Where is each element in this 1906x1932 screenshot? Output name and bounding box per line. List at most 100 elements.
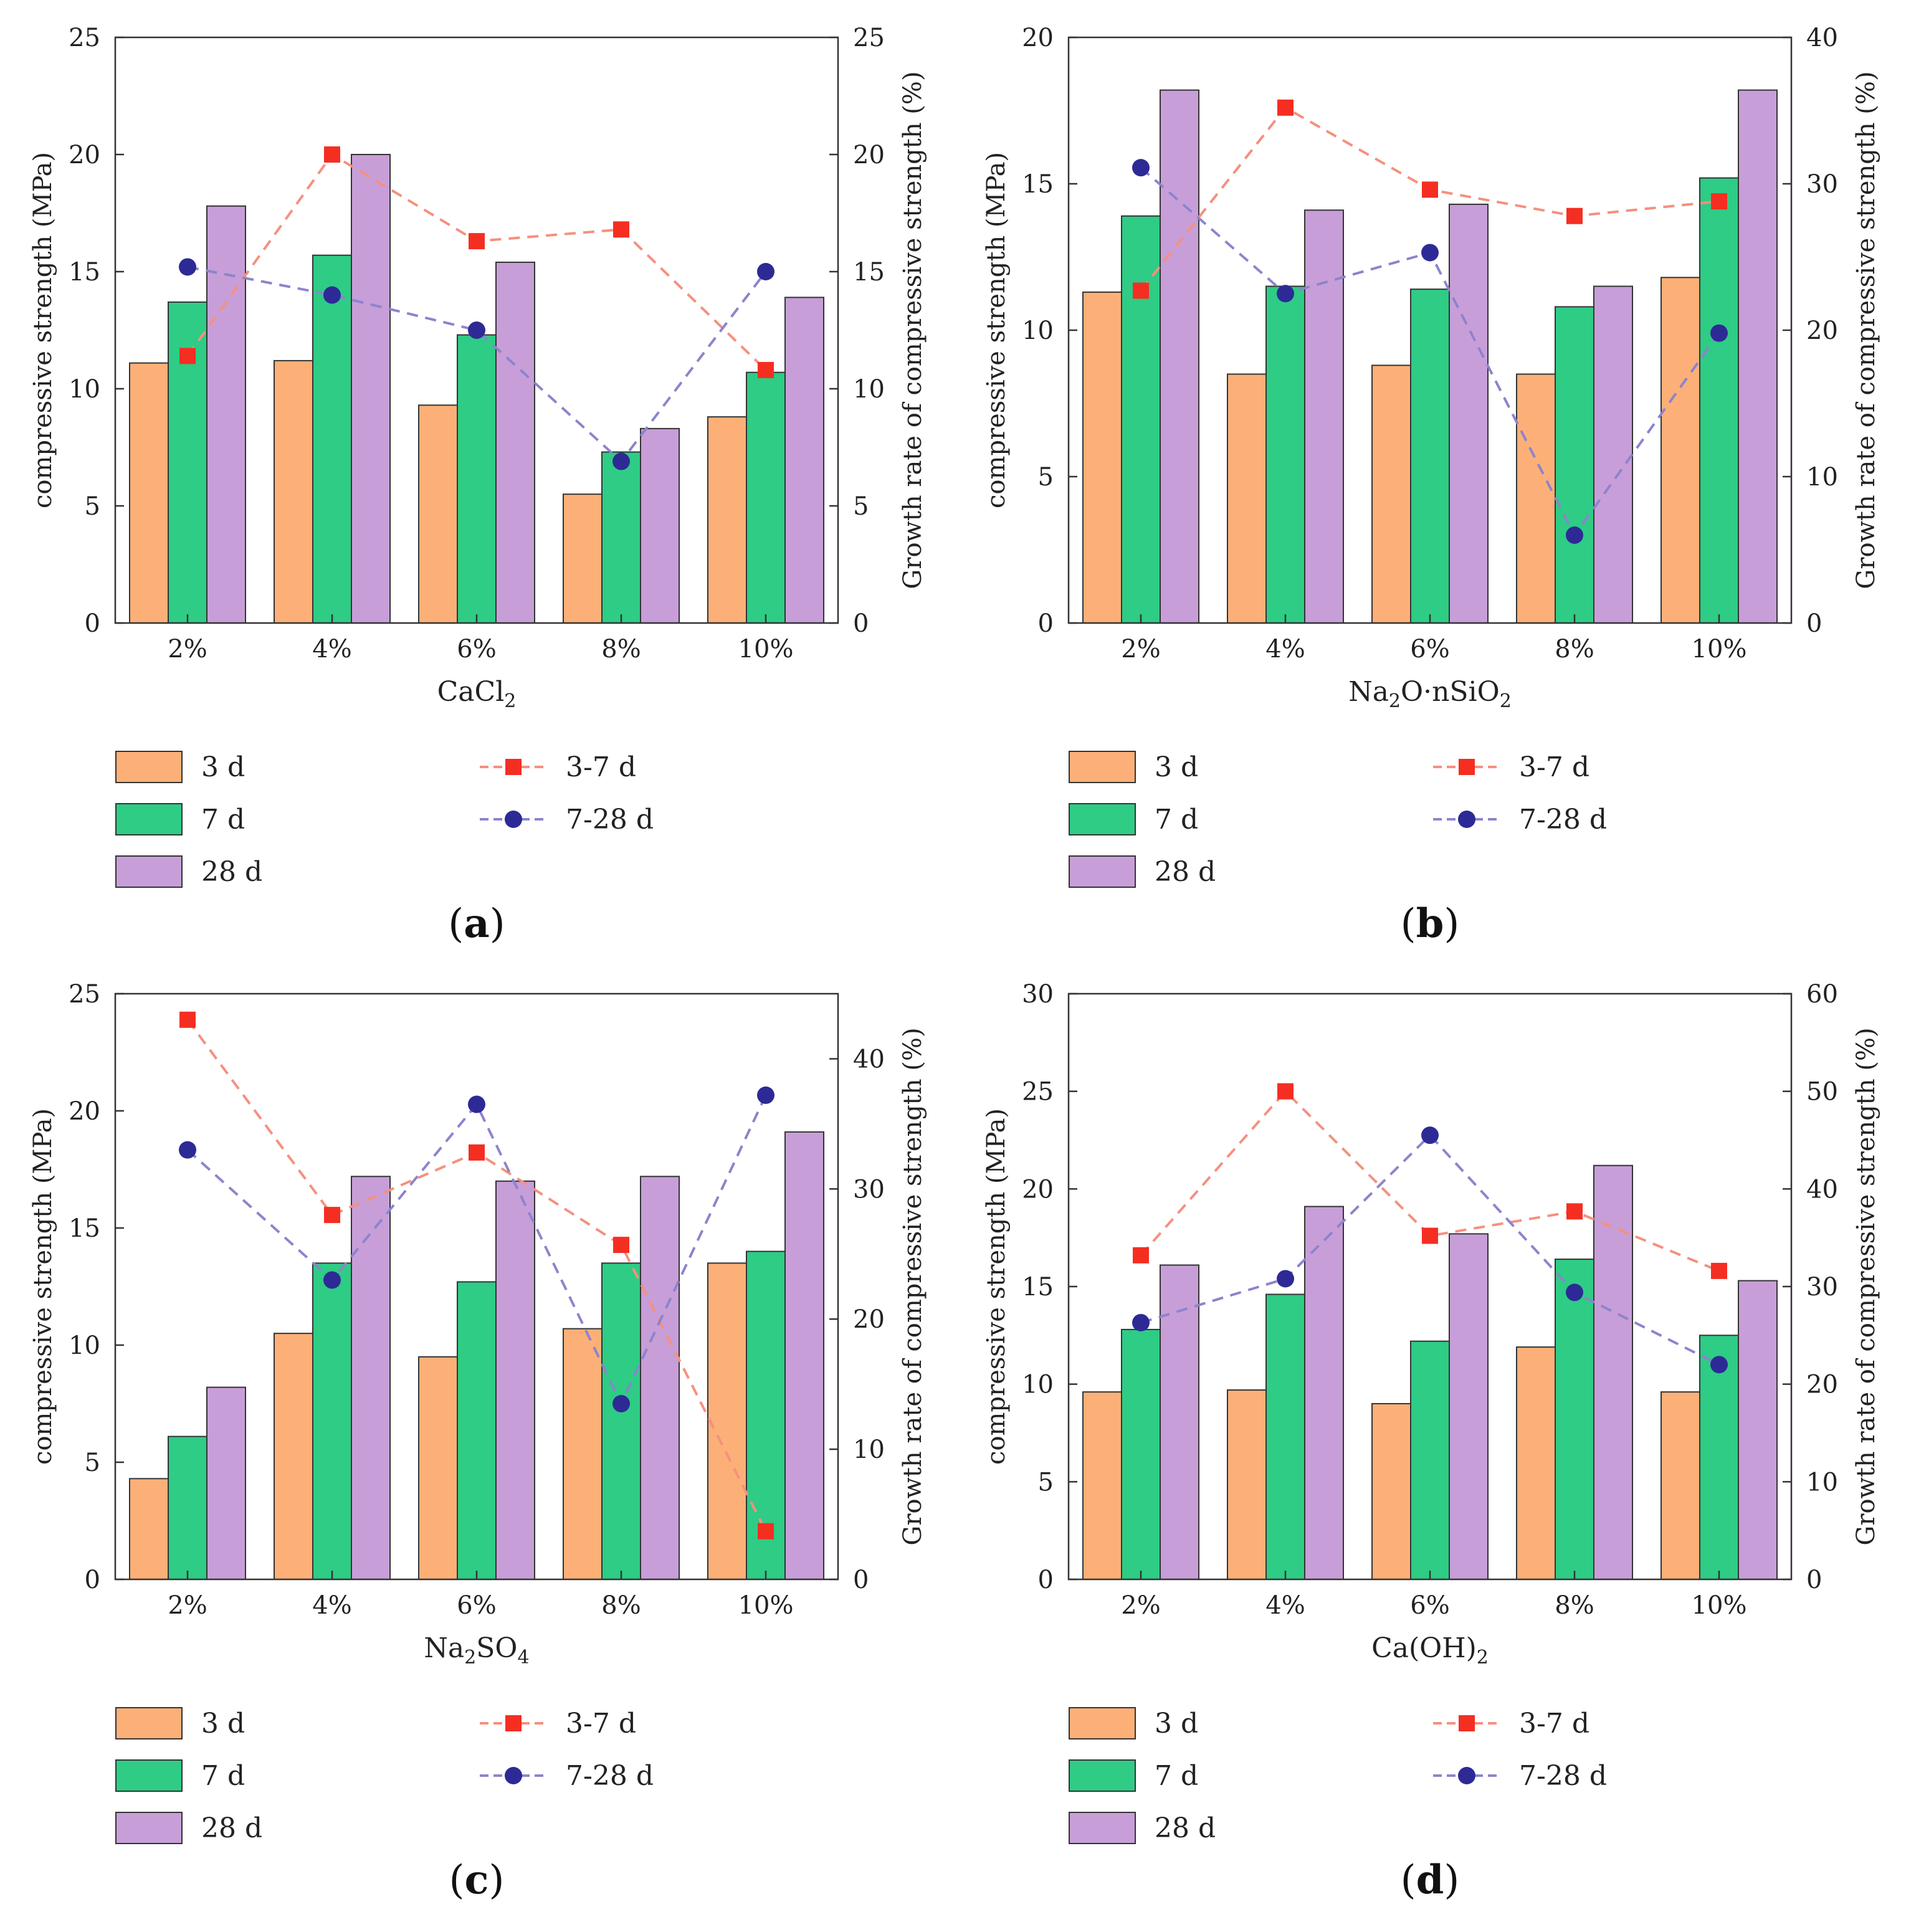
y2-tick-label: 60 — [1806, 980, 1838, 1009]
x-tick-label: 4% — [1265, 635, 1305, 664]
point-d-3-7 d-4 — [1711, 1262, 1727, 1279]
y-axis-label: compressive strength (MPa) — [982, 1108, 1011, 1465]
x-tick-label: 6% — [1410, 635, 1449, 664]
bar-a-28d-2 — [495, 261, 535, 624]
legend-swatch — [1069, 803, 1136, 835]
bar-c-7d-3 — [601, 1262, 641, 1580]
x-tick-label: 2% — [1121, 1591, 1160, 1620]
point-a-3-7 d-1 — [324, 146, 340, 163]
y-tick-label: 15 — [69, 1214, 100, 1243]
y2-tick-label: 30 — [1806, 170, 1838, 199]
chart-panel-b: 0 5 10 15 20 0 10 20 30 40 2% 4% 6% 8% 10% Na2O·nSiO2 co… — [953, 0, 1906, 966]
y2-tick-label: 0 — [1806, 1566, 1822, 1594]
y2-axis-label: Growth rate of compressive strength (%) — [1852, 71, 1880, 589]
point-c-7-28 d-3 — [612, 1395, 630, 1412]
bar-c-7d-2 — [457, 1281, 497, 1580]
legend-swatch — [1069, 1812, 1136, 1844]
point-d-7-28 d-2 — [1421, 1126, 1439, 1144]
point-d-7-28 d-4 — [1710, 1356, 1728, 1374]
y2-tick-label: 40 — [1806, 1175, 1838, 1204]
line-a-7-28 d — [187, 265, 767, 464]
point-c-7-28 d-4 — [757, 1086, 774, 1104]
y-axis-label: compressive strength (MPa) — [982, 152, 1011, 508]
legend-label: 28 d — [1155, 1812, 1216, 1844]
legend-item-bar7: 7 d — [115, 1759, 245, 1792]
point-a-7-28 d-0 — [179, 258, 196, 276]
y-tick-label: 10 — [1022, 1371, 1054, 1399]
y-tick-label: 10 — [69, 1331, 100, 1360]
point-c-3-7 d-4 — [758, 1523, 774, 1539]
bar-a-7d-4 — [746, 371, 786, 624]
x-tick-label: 4% — [312, 1591, 351, 1620]
panel-letter: a — [464, 900, 490, 947]
bar-d-7d-4 — [1699, 1335, 1739, 1580]
point-b-3-7 d-2 — [1422, 181, 1438, 198]
point-a-3-7 d-3 — [613, 221, 629, 238]
y-tick-label: 10 — [1022, 316, 1054, 345]
y-tick-label: 5 — [1038, 1468, 1054, 1497]
point-a-7-28 d-4 — [757, 263, 774, 280]
x-tick-label: 10% — [738, 1591, 794, 1620]
legend-line-marker — [480, 751, 547, 783]
bar-b-3d-4 — [1661, 277, 1700, 624]
legend-swatch — [1069, 1759, 1136, 1792]
legend-label: 3 d — [201, 751, 245, 783]
bar-a-7d-2 — [457, 334, 497, 624]
y2-tick-label: 40 — [853, 1045, 885, 1073]
bar-b-7d-2 — [1410, 288, 1450, 624]
y2-tick-label: 20 — [1806, 316, 1838, 345]
point-c-3-7 d-2 — [469, 1144, 485, 1161]
y-tick-label: 15 — [1022, 1273, 1054, 1301]
chart-panel-a: 0 5 10 15 20 25 0 5 10 15 20 25 2% 4% 6% 8% 10% CaCl2 comp… — [0, 0, 953, 966]
legend-item-bar3: 3 d — [1069, 1707, 1198, 1739]
point-a-3-7 d-4 — [758, 361, 774, 378]
bar-a-3d-4 — [707, 416, 747, 624]
legend-item-bar3: 3 d — [1069, 751, 1198, 783]
legend-swatch — [1069, 751, 1136, 783]
bar-b-28d-2 — [1449, 203, 1489, 624]
legend-item-line728: 7-28 d — [1433, 803, 1607, 835]
bar-a-28d-0 — [206, 205, 246, 624]
legend-label: 3 d — [1155, 1707, 1199, 1739]
y-tick-label: 15 — [69, 258, 100, 287]
bar-d-3d-4 — [1661, 1391, 1700, 1580]
y-tick-label: 20 — [69, 141, 100, 169]
bar-b-28d-0 — [1160, 89, 1199, 624]
y2-tick-label: 0 — [853, 1566, 869, 1594]
bar-c-3d-3 — [563, 1328, 603, 1580]
point-a-3-7 d-2 — [469, 233, 485, 250]
line-b-3-7 d — [1140, 106, 1720, 292]
bar-c-28d-3 — [640, 1176, 680, 1580]
bar-d-7d-3 — [1555, 1259, 1594, 1580]
chart-panel-d: 0 5 10 15 20 25 30 0 10 20 30 40 50 60 2% 4% 6% 8% 10% Ca(O… — [953, 956, 1906, 1922]
y2-tick-label: 30 — [853, 1175, 885, 1204]
bar-d-3d-3 — [1516, 1346, 1556, 1581]
point-d-3-7 d-0 — [1133, 1247, 1149, 1263]
y2-tick-label: 10 — [853, 375, 885, 404]
legend-swatch — [1069, 855, 1136, 888]
y2-tick-label: 25 — [853, 24, 885, 52]
legend-line-marker — [480, 803, 547, 835]
legend-label: 7 d — [201, 1759, 245, 1792]
legend-label: 7-28 d — [566, 1759, 654, 1792]
x-tick-label: 6% — [1410, 1591, 1449, 1620]
bar-a-3d-3 — [563, 493, 603, 624]
bar-a-28d-1 — [351, 154, 391, 624]
legend-label: 3-7 d — [1519, 751, 1590, 783]
point-a-7-28 d-2 — [468, 321, 485, 339]
y-tick-label: 20 — [69, 1097, 100, 1126]
panel-caption: (b) — [1400, 900, 1460, 947]
bar-d-3d-1 — [1227, 1389, 1267, 1580]
bar-a-28d-4 — [784, 297, 824, 624]
legend-item-bar3: 3 d — [115, 751, 245, 783]
x-tick-label: 8% — [1555, 1591, 1594, 1620]
x-tick-label: 10% — [738, 635, 794, 664]
legend-item-bar28: 28 d — [1069, 855, 1216, 888]
x-tick-label: 8% — [1555, 635, 1594, 664]
point-d-3-7 d-1 — [1277, 1083, 1294, 1100]
legend-label: 7-28 d — [1519, 1759, 1608, 1792]
legend-item-line728: 7-28 d — [480, 803, 654, 835]
y-tick-label: 15 — [1022, 170, 1054, 199]
bar-b-7d-0 — [1121, 215, 1161, 624]
y2-tick-label: 5 — [853, 492, 869, 521]
